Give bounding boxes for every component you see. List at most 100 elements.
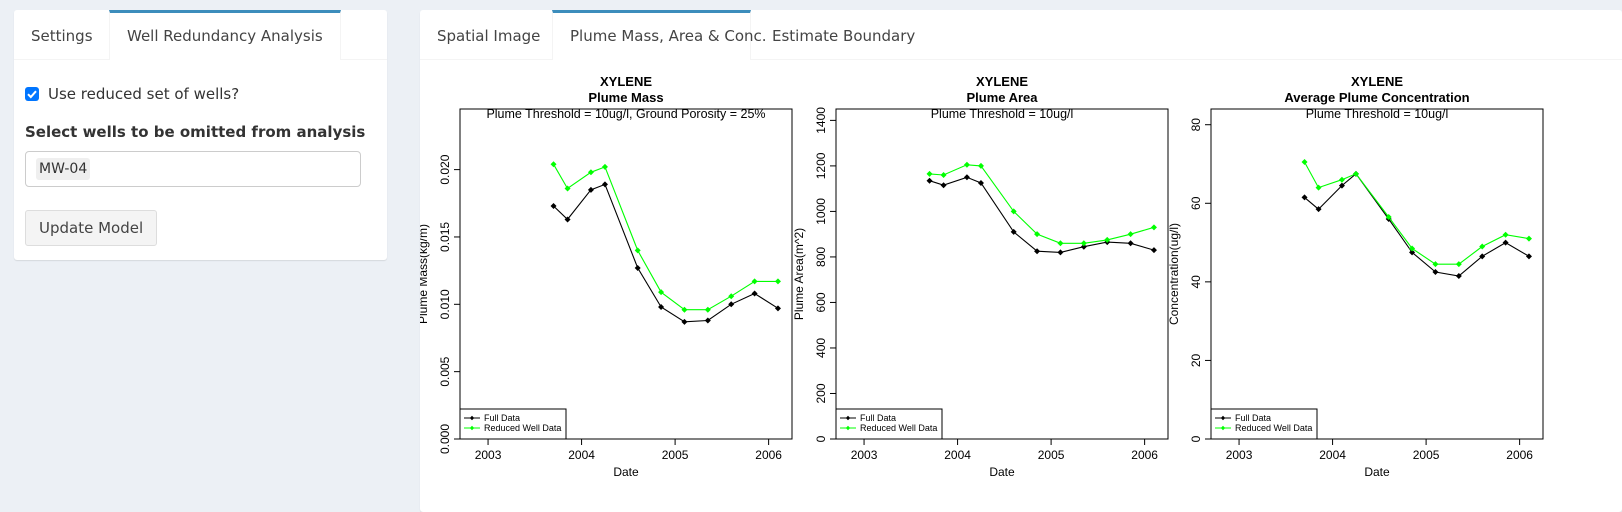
y-tick-label: 0.020	[438, 154, 452, 184]
data-point	[658, 289, 665, 296]
results-panel: Spatial Image Plume Mass, Area & Conc. E…	[420, 10, 1622, 512]
legend-marker	[469, 415, 475, 421]
data-point	[681, 306, 688, 313]
tab-plume-mass-area-conc[interactable]: Plume Mass, Area & Conc.	[552, 10, 767, 60]
tab-estimate-boundary[interactable]: Estimate Boundary	[772, 27, 916, 45]
update-model-button[interactable]: Update Model	[25, 210, 158, 246]
y-tick-label: 60	[1189, 196, 1203, 210]
chart-title: XYLENE	[600, 74, 652, 89]
data-point	[634, 264, 641, 271]
data-point	[963, 161, 970, 168]
data-point	[587, 186, 594, 193]
data-point	[1525, 235, 1532, 242]
y-axis-label: Concentration(ug/l)	[1167, 223, 1181, 325]
y-tick-label: 80	[1189, 118, 1203, 132]
omit-wells-select[interactable]: MW-04	[25, 151, 361, 187]
data-point	[704, 306, 711, 313]
x-tick-label: 2004	[1319, 448, 1346, 462]
main-tabbar: Spatial Image Plume Mass, Area & Conc. E…	[420, 10, 1622, 60]
legend-marker	[845, 425, 851, 431]
data-point	[601, 163, 608, 170]
data-point	[1150, 247, 1157, 254]
settings-panel: Settings Well Redundancy Analysis Use re…	[14, 10, 387, 260]
legend-marker	[1220, 415, 1226, 421]
data-point	[1479, 243, 1486, 250]
data-point	[926, 177, 933, 184]
data-point	[1502, 231, 1509, 238]
y-tick-label: 400	[814, 338, 828, 358]
checkmark-icon	[27, 90, 37, 99]
data-point	[1432, 269, 1439, 276]
data-point	[1455, 272, 1462, 279]
tab-well-redundancy-analysis[interactable]: Well Redundancy Analysis	[109, 10, 341, 60]
x-tick-label: 2004	[944, 448, 971, 462]
data-point	[751, 278, 758, 285]
omit-wells-label: Select wells to be omitted from analysis	[25, 123, 366, 141]
y-tick-label: 20	[1189, 353, 1203, 367]
x-tick-label: 2003	[475, 448, 502, 462]
legend-label: Reduced Well Data	[860, 423, 937, 433]
legend-label: Reduced Well Data	[1235, 423, 1312, 433]
legend-box	[459, 408, 567, 440]
chart-title: XYLENE	[1351, 74, 1403, 89]
y-tick-label: 200	[814, 383, 828, 403]
threshold-annotation: Plume Threshold = 10ug/l, Ground Porosit…	[486, 107, 765, 121]
selected-well-chip[interactable]: MW-04	[36, 158, 91, 180]
legend-marker	[469, 425, 475, 431]
data-point	[1301, 194, 1308, 201]
data-point	[751, 290, 758, 297]
data-point	[940, 172, 947, 178]
data-point	[1301, 159, 1308, 166]
data-point	[658, 304, 665, 310]
x-tick-label: 2004	[568, 448, 595, 462]
y-tick-label: 1000	[814, 198, 828, 225]
tab-settings[interactable]: Settings	[31, 27, 93, 45]
data-point	[704, 317, 711, 324]
data-point	[1502, 239, 1509, 246]
y-tick-label: 0.005	[438, 356, 452, 386]
data-point	[1057, 249, 1064, 256]
legend-label: Reduced Well Data	[484, 423, 561, 433]
data-point	[1034, 248, 1041, 255]
data-point	[977, 179, 984, 186]
data-point	[1409, 249, 1416, 256]
x-tick-label: 2005	[662, 448, 689, 462]
data-point	[1409, 245, 1416, 252]
plot-frame	[1210, 108, 1544, 440]
x-axis-label: Date	[1364, 465, 1390, 479]
data-point	[1150, 224, 1157, 231]
data-point	[1104, 236, 1111, 243]
data-point	[634, 247, 641, 254]
y-tick-label: 1400	[814, 107, 828, 134]
reduced-wells-checkbox[interactable]	[25, 87, 39, 101]
data-point	[564, 216, 571, 223]
data-point	[1525, 253, 1532, 260]
x-tick-label: 2006	[755, 448, 782, 462]
chart-subtitle: Plume Area	[966, 90, 1038, 105]
data-point	[681, 318, 688, 325]
chart-subtitle: Average Plume Concentration	[1284, 90, 1469, 105]
data-point	[1338, 182, 1345, 189]
y-tick-label: 0	[814, 435, 828, 442]
series-line-full-data	[553, 183, 779, 323]
reduced-wells-checkbox-label: Use reduced set of wells?	[48, 85, 240, 103]
data-point	[1315, 184, 1322, 191]
y-tick-label: 0.010	[438, 289, 452, 319]
data-point	[1338, 176, 1345, 183]
data-point	[1127, 240, 1134, 247]
x-tick-label: 2006	[1506, 448, 1533, 462]
data-point	[1080, 243, 1087, 250]
series-line-full-data	[1304, 172, 1530, 277]
data-point	[1315, 206, 1322, 213]
series-line-full-data	[929, 176, 1155, 253]
x-axis-label: Date	[613, 465, 639, 479]
y-tick-label: 40	[1189, 275, 1203, 289]
reduced-wells-checkbox-row[interactable]: Use reduced set of wells?	[25, 85, 239, 103]
data-point	[1057, 240, 1064, 247]
tab-spatial-image[interactable]: Spatial Image	[437, 27, 541, 45]
legend-marker	[845, 415, 851, 421]
legend-marker	[1220, 425, 1226, 431]
y-tick-label: 1200	[814, 152, 828, 179]
